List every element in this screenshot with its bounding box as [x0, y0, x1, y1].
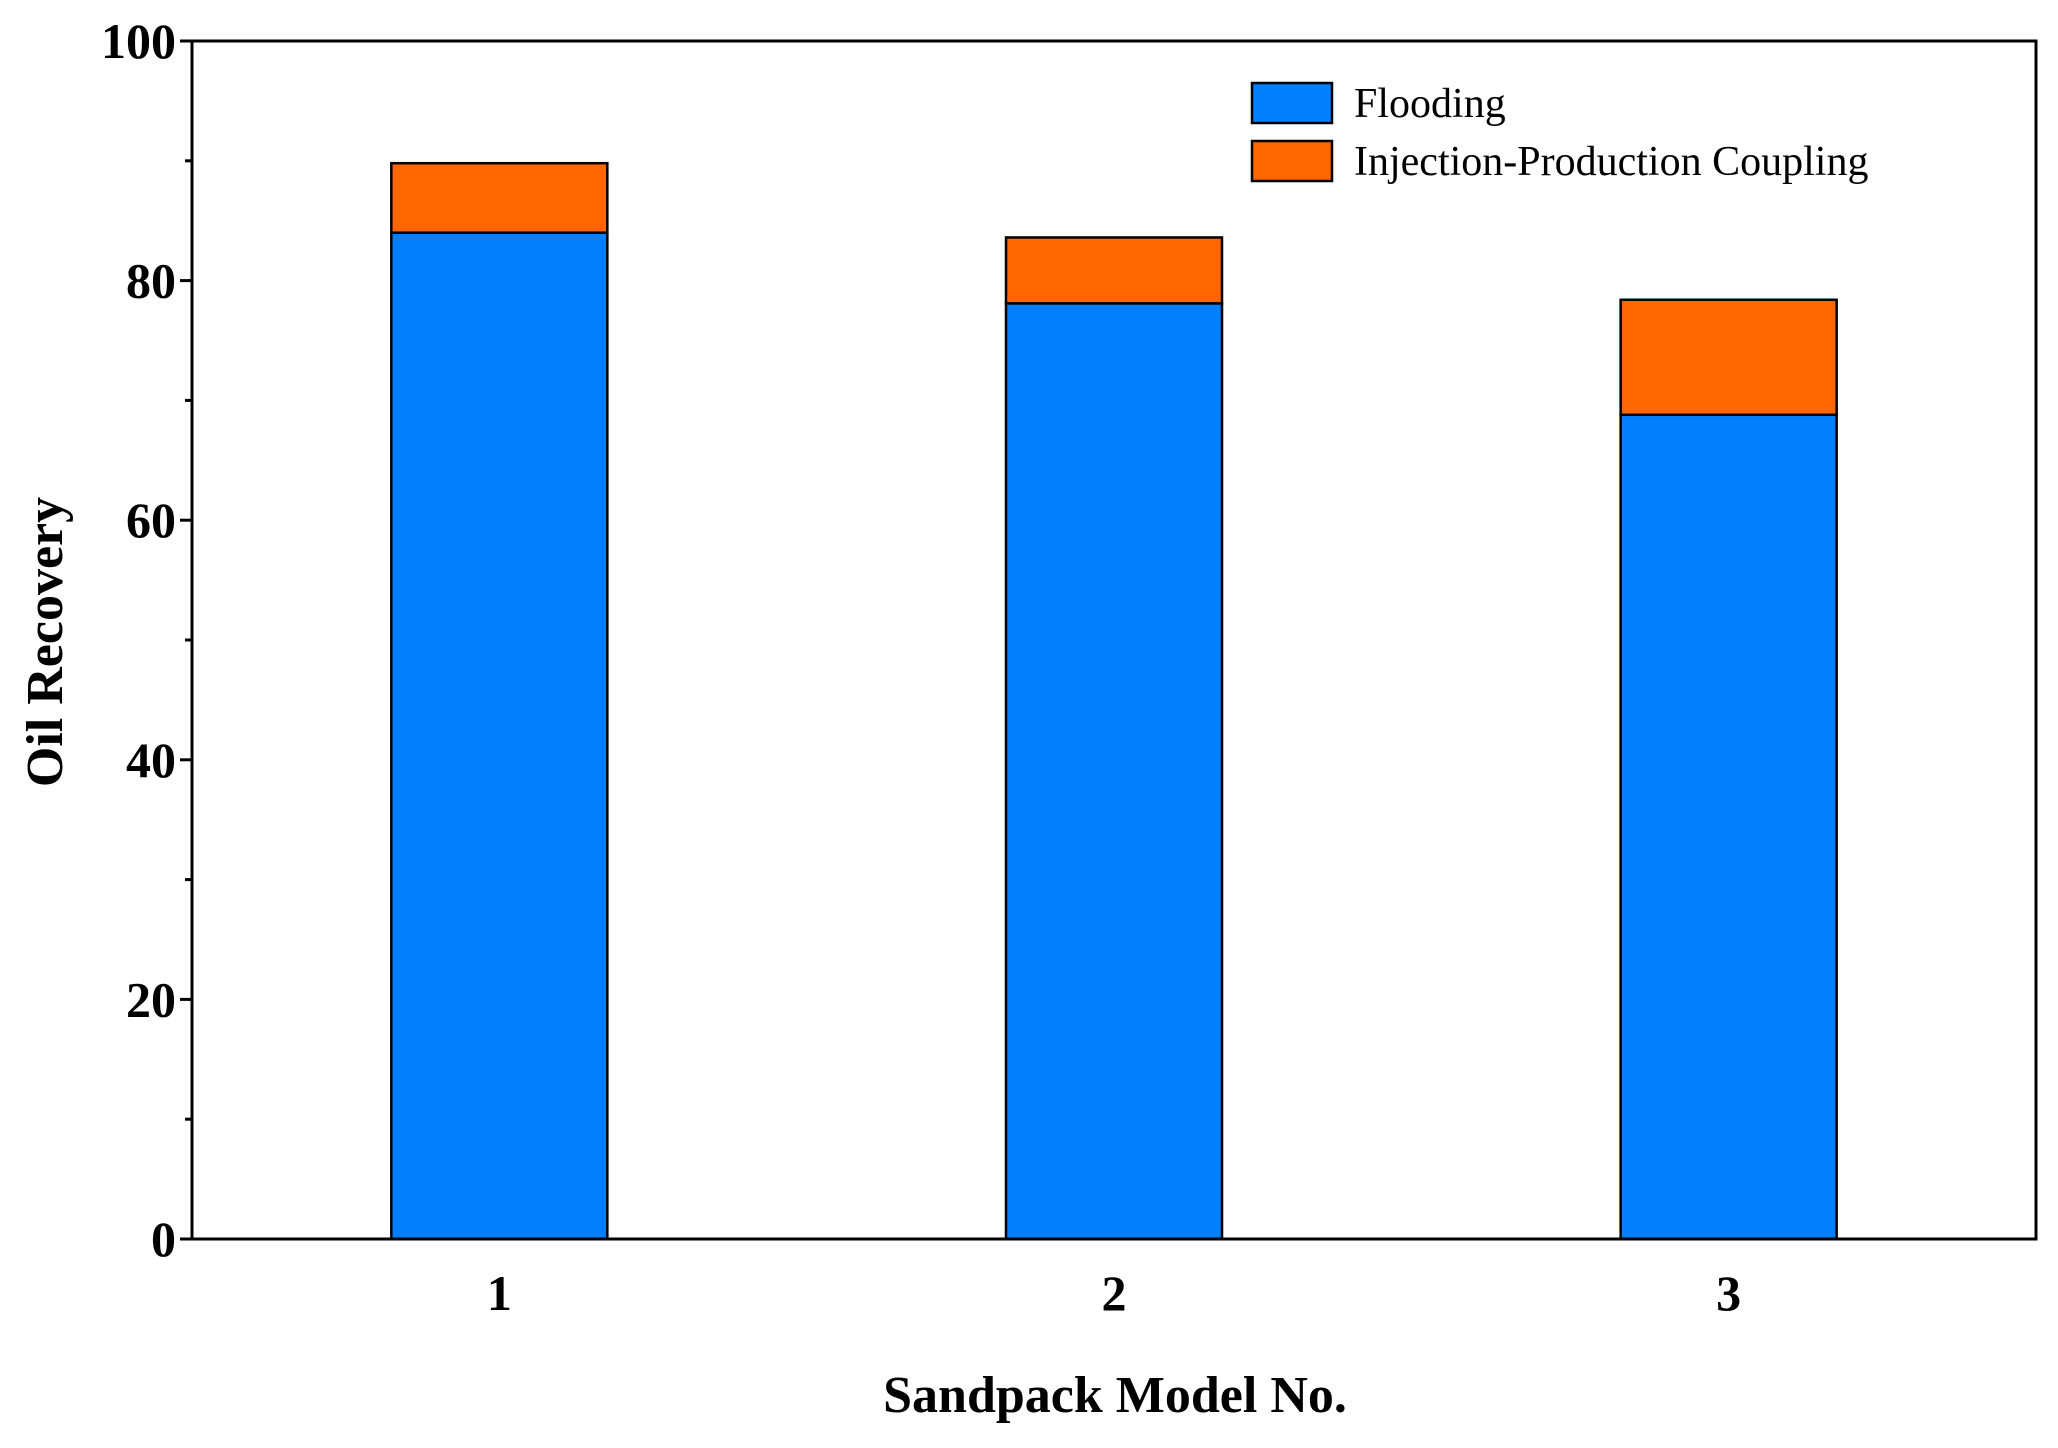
bar-flooding-model-1: [390, 231, 609, 1241]
x-tick-label: 1: [487, 1265, 512, 1321]
y-tick-label: 40: [126, 732, 176, 788]
bar-injection-production-coupling-model-2: [1004, 236, 1224, 305]
y-tick-label: 60: [126, 492, 176, 548]
axes-layer: 1 2 3 0 20 40 60 80 100: [101, 13, 2038, 1321]
x-tick-label: 2: [1102, 1265, 1127, 1321]
legend-label-injection-production-coupling: Injection-Production Coupling: [1354, 139, 1868, 185]
y-tick-label: 100: [101, 13, 176, 69]
y-tick-label: 20: [126, 971, 176, 1027]
x-tick-label: 3: [1716, 1265, 1741, 1321]
bars-layer: [390, 161, 1838, 1241]
bar-flooding-model-3: [1619, 413, 1838, 1241]
y-tick-label: 0: [151, 1211, 176, 1267]
x-axis-label: Sandpack Model No.: [883, 1367, 1347, 1424]
legend-label-flooding: Flooding: [1354, 81, 1506, 127]
y-axis-label: Oil Recovery: [17, 497, 74, 787]
bar-injection-production-coupling-model-3: [1619, 298, 1838, 417]
bar-flooding-model-2: [1004, 302, 1224, 1241]
legend-swatch-flooding: [1250, 81, 1334, 125]
y-tick-label: 80: [126, 253, 176, 309]
legend-swatch-injection-production-coupling: [1250, 139, 1334, 183]
bar-injection-production-coupling-model-1: [390, 161, 609, 234]
legend: Flooding Injection-Production Coupling: [1250, 81, 1868, 185]
